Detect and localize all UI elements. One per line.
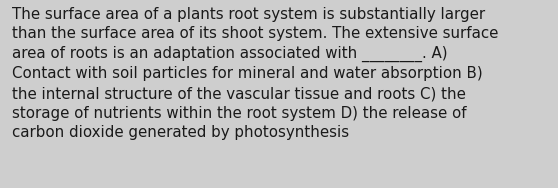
Text: The surface area of a plants root system is substantially larger
than the surfac: The surface area of a plants root system… [12,7,499,140]
